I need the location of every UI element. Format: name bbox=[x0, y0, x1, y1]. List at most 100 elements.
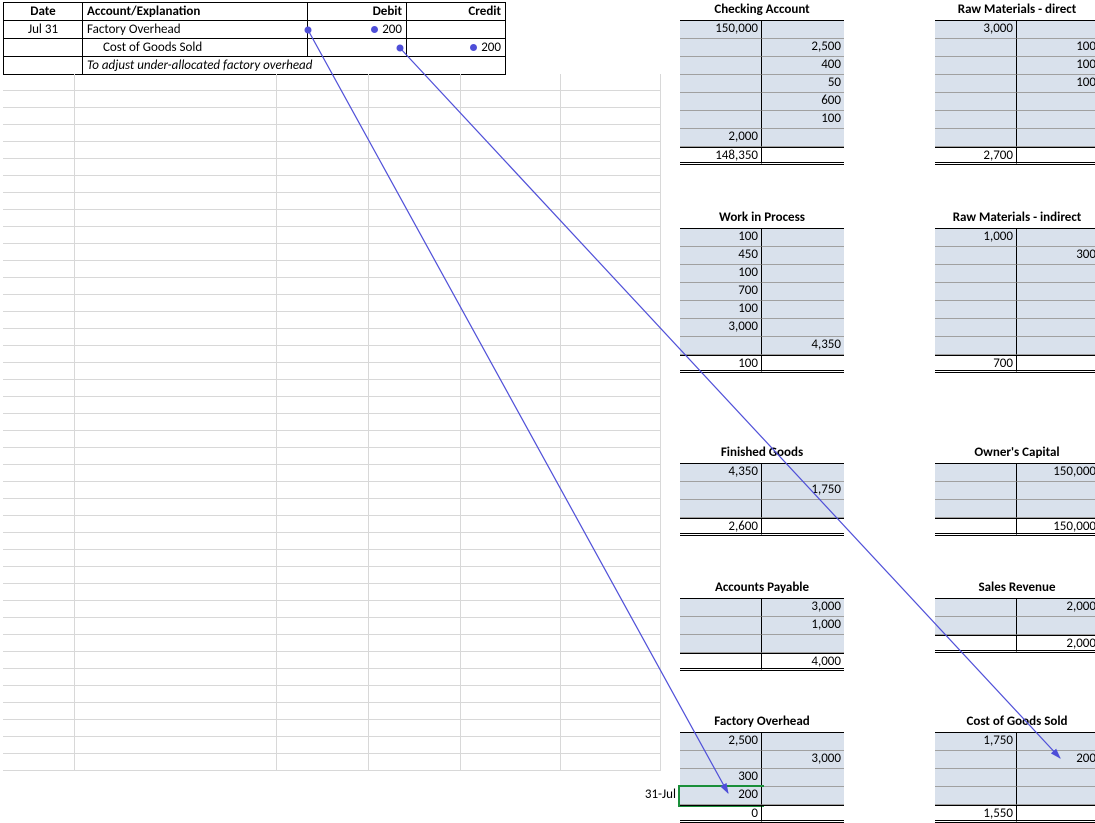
t-debit-cell[interactable] bbox=[935, 283, 1017, 301]
t-debit-cell[interactable] bbox=[680, 617, 762, 635]
t-debit-cell[interactable] bbox=[680, 57, 762, 75]
t-credit-cell[interactable]: 1,000 bbox=[762, 617, 844, 635]
t-credit-cell[interactable] bbox=[1017, 355, 1095, 373]
t-debit-cell[interactable]: 450 bbox=[680, 247, 762, 265]
t-credit-cell[interactable] bbox=[1017, 733, 1095, 751]
t-debit-cell[interactable] bbox=[935, 39, 1017, 57]
t-debit-cell[interactable]: 700 bbox=[680, 283, 762, 301]
t-credit-cell[interactable] bbox=[1017, 283, 1095, 301]
t-debit-cell[interactable] bbox=[680, 599, 762, 617]
t-credit-cell[interactable] bbox=[762, 319, 844, 337]
t-credit-cell[interactable]: 600 bbox=[762, 93, 844, 111]
t-debit-cell[interactable] bbox=[680, 39, 762, 57]
t-debit-cell[interactable]: 1,550 bbox=[935, 805, 1017, 823]
t-credit-cell[interactable] bbox=[1017, 805, 1095, 823]
t-credit-cell[interactable] bbox=[762, 129, 844, 147]
t-credit-cell[interactable]: 400 bbox=[762, 57, 844, 75]
t-credit-cell[interactable]: 150,000 bbox=[1017, 518, 1095, 536]
t-credit-cell[interactable] bbox=[762, 147, 844, 165]
t-credit-cell[interactable] bbox=[1017, 229, 1095, 247]
t-debit-cell[interactable] bbox=[680, 653, 762, 671]
t-debit-cell[interactable]: 2,600 bbox=[680, 518, 762, 536]
t-credit-cell[interactable]: 100 bbox=[1017, 57, 1095, 75]
t-credit-cell[interactable] bbox=[1017, 482, 1095, 500]
t-credit-cell[interactable]: 4,350 bbox=[762, 337, 844, 355]
t-credit-cell[interactable] bbox=[762, 229, 844, 247]
t-debit-cell[interactable] bbox=[935, 635, 1017, 653]
t-debit-cell[interactable]: 300 bbox=[680, 769, 762, 787]
t-credit-cell[interactable] bbox=[1017, 617, 1095, 635]
t-debit-cell[interactable] bbox=[935, 301, 1017, 319]
t-debit-cell[interactable] bbox=[935, 769, 1017, 787]
t-debit-cell[interactable]: 3,000 bbox=[935, 21, 1017, 39]
t-credit-cell[interactable]: 50 bbox=[762, 75, 844, 93]
t-credit-cell[interactable] bbox=[762, 518, 844, 536]
t-credit-cell[interactable]: 100 bbox=[1017, 39, 1095, 57]
t-credit-cell[interactable] bbox=[1017, 21, 1095, 39]
t-debit-cell[interactable] bbox=[680, 93, 762, 111]
t-credit-cell[interactable] bbox=[762, 464, 844, 482]
t-credit-cell[interactable] bbox=[1017, 111, 1095, 129]
t-debit-cell[interactable]: 3,000 bbox=[680, 319, 762, 337]
t-credit-cell[interactable] bbox=[1017, 319, 1095, 337]
t-credit-cell[interactable] bbox=[762, 355, 844, 373]
t-debit-cell[interactable]: 4,350 bbox=[680, 464, 762, 482]
t-credit-cell[interactable] bbox=[1017, 265, 1095, 283]
t-debit-cell[interactable]: 0 bbox=[680, 805, 762, 823]
t-debit-cell[interactable] bbox=[935, 787, 1017, 805]
t-debit-cell[interactable] bbox=[680, 482, 762, 500]
t-debit-cell[interactable]: 1,000 bbox=[935, 229, 1017, 247]
t-credit-cell[interactable] bbox=[762, 769, 844, 787]
t-debit-cell[interactable] bbox=[935, 319, 1017, 337]
t-debit-cell[interactable] bbox=[680, 500, 762, 518]
t-debit-cell[interactable]: 1,750 bbox=[935, 733, 1017, 751]
t-debit-cell[interactable] bbox=[935, 518, 1017, 536]
t-debit-cell[interactable]: 148,350 bbox=[680, 147, 762, 165]
t-credit-cell[interactable] bbox=[1017, 787, 1095, 805]
t-debit-cell[interactable] bbox=[935, 247, 1017, 265]
t-credit-cell[interactable] bbox=[1017, 129, 1095, 147]
t-credit-cell[interactable]: 100 bbox=[1017, 75, 1095, 93]
t-credit-cell[interactable] bbox=[762, 247, 844, 265]
t-debit-cell[interactable] bbox=[935, 617, 1017, 635]
t-debit-cell[interactable] bbox=[680, 75, 762, 93]
t-credit-cell[interactable]: 100 bbox=[762, 111, 844, 129]
t-debit-cell[interactable] bbox=[935, 129, 1017, 147]
t-credit-cell[interactable] bbox=[1017, 93, 1095, 111]
t-debit-cell[interactable] bbox=[935, 75, 1017, 93]
t-credit-cell[interactable] bbox=[762, 733, 844, 751]
t-debit-cell[interactable] bbox=[680, 337, 762, 355]
t-credit-cell[interactable] bbox=[1017, 301, 1095, 319]
t-debit-cell[interactable] bbox=[935, 599, 1017, 617]
t-debit-cell[interactable]: 200 bbox=[680, 787, 762, 805]
t-debit-cell[interactable]: 100 bbox=[680, 355, 762, 373]
t-debit-cell[interactable] bbox=[680, 751, 762, 769]
t-debit-cell[interactable]: 150,000 bbox=[680, 21, 762, 39]
t-credit-cell[interactable]: 3,000 bbox=[762, 751, 844, 769]
t-debit-cell[interactable]: 100 bbox=[680, 265, 762, 283]
t-debit-cell[interactable] bbox=[935, 751, 1017, 769]
t-credit-cell[interactable]: 2,000 bbox=[1017, 599, 1095, 617]
t-debit-cell[interactable] bbox=[935, 337, 1017, 355]
t-debit-cell[interactable] bbox=[935, 482, 1017, 500]
t-credit-cell[interactable]: 2,000 bbox=[1017, 635, 1095, 653]
t-credit-cell[interactable]: 150,000 bbox=[1017, 464, 1095, 482]
t-debit-cell[interactable] bbox=[935, 93, 1017, 111]
t-debit-cell[interactable] bbox=[935, 57, 1017, 75]
t-debit-cell[interactable]: 100 bbox=[680, 301, 762, 319]
t-debit-cell[interactable] bbox=[935, 464, 1017, 482]
t-credit-cell[interactable]: 3,000 bbox=[762, 599, 844, 617]
t-debit-cell[interactable] bbox=[680, 635, 762, 653]
t-debit-cell[interactable]: 700 bbox=[935, 355, 1017, 373]
t-credit-cell[interactable] bbox=[1017, 147, 1095, 165]
t-debit-cell[interactable] bbox=[935, 500, 1017, 518]
t-credit-cell[interactable]: 2,500 bbox=[762, 39, 844, 57]
t-credit-cell[interactable] bbox=[1017, 500, 1095, 518]
t-debit-cell[interactable]: 2,500 bbox=[680, 733, 762, 751]
t-credit-cell[interactable]: 200 bbox=[1017, 751, 1095, 769]
t-credit-cell[interactable] bbox=[1017, 769, 1095, 787]
t-credit-cell[interactable] bbox=[762, 805, 844, 823]
t-debit-cell[interactable]: 100 bbox=[680, 229, 762, 247]
t-credit-cell[interactable] bbox=[762, 265, 844, 283]
t-credit-cell[interactable] bbox=[762, 301, 844, 319]
